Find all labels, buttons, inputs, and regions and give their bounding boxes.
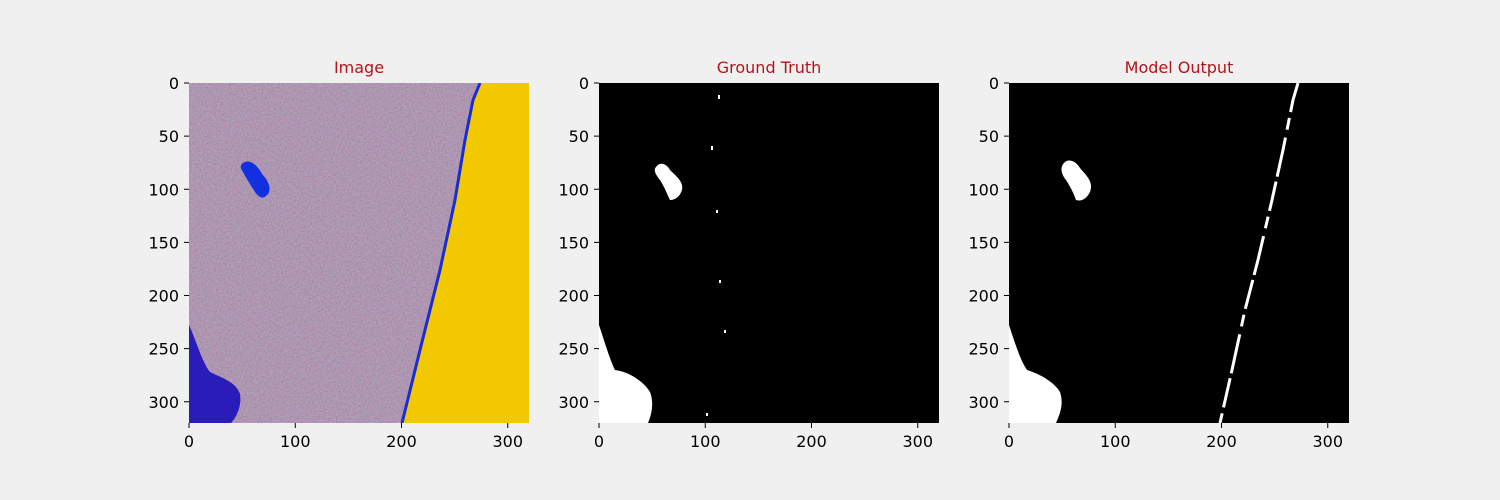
y-tick-label: 150 [148, 233, 179, 252]
gt-speck [711, 146, 713, 150]
y-tick-label: 300 [968, 393, 999, 412]
y-tick-label: 200 [148, 287, 179, 306]
image-blue-bottom-left [189, 325, 241, 423]
model-output-raster [1009, 83, 1349, 423]
x-tick-label: 100 [690, 432, 721, 451]
x-tick-label: 0 [594, 432, 604, 451]
x-tick-label: 300 [492, 432, 523, 451]
gt-speck [724, 330, 726, 333]
y-tick-label: 300 [148, 393, 179, 412]
panel-image: Image [189, 58, 529, 423]
mo-white-line [1218, 83, 1300, 423]
x-tick-label: 0 [1004, 432, 1014, 451]
gt-speck [716, 210, 718, 213]
y-tick-label: 0 [579, 74, 589, 93]
y-tick-label: 0 [169, 74, 179, 93]
panel-title-ground-truth: Ground Truth [717, 58, 822, 77]
y-tick-label: 200 [558, 287, 589, 306]
gt-speck [706, 413, 708, 416]
y-tick-label: 100 [148, 180, 179, 199]
y-tick-label: 50 [159, 127, 179, 146]
panel-title-image: Image [334, 58, 384, 77]
panel-title-model-output: Model Output [1125, 58, 1234, 77]
gt-speck [719, 280, 721, 283]
y-tick-label: 200 [968, 287, 999, 306]
mo-white-blob [1061, 160, 1092, 201]
image-yellow-region [402, 83, 529, 423]
x-tick-label: 300 [902, 432, 933, 451]
y-tick-label: 250 [558, 340, 589, 359]
image-boundary-edge [400, 83, 482, 423]
ground-truth-raster [599, 83, 939, 423]
y-tick-label: 50 [979, 127, 999, 146]
x-tick-label: 100 [1100, 432, 1131, 451]
y-tick-label: 0 [989, 74, 999, 93]
x-tick-label: 200 [386, 432, 417, 451]
y-tick-label: 150 [558, 233, 589, 252]
gt-speck [718, 95, 720, 99]
y-tick-label: 50 [569, 127, 589, 146]
image-blue-blob [240, 161, 270, 198]
y-tick-label: 250 [968, 340, 999, 359]
y-tick-label: 150 [968, 233, 999, 252]
panel-ground-truth: Ground Truth [599, 58, 939, 423]
x-tick-label: 300 [1312, 432, 1343, 451]
x-tick-label: 200 [1206, 432, 1237, 451]
y-tick-label: 300 [558, 393, 589, 412]
image-raster [189, 83, 529, 423]
mo-white-bottom-left [1009, 325, 1062, 423]
x-tick-label: 0 [184, 432, 194, 451]
x-tick-label: 200 [796, 432, 827, 451]
gt-white-blob [654, 163, 683, 200]
gt-white-bottom-left [599, 325, 653, 423]
y-tick-label: 250 [148, 340, 179, 359]
y-tick-label: 100 [968, 180, 999, 199]
axes-layer: 0 100 200 300 0 50 100 150 200 250 300 0 100 200 300 0 5… [148, 74, 1343, 451]
x-tick-label: 100 [280, 432, 311, 451]
panel-model-output: Model Output [1009, 58, 1349, 423]
y-tick-label: 100 [558, 180, 589, 199]
